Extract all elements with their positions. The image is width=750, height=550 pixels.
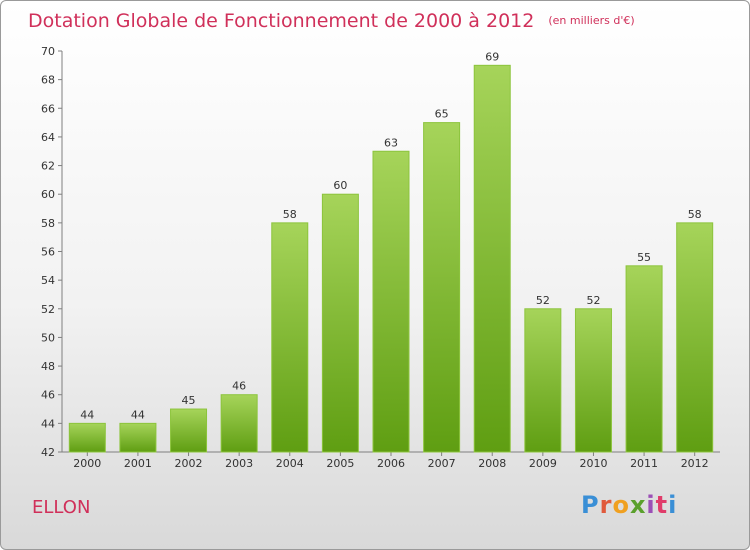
x-tick-label: 2007 [428,457,456,470]
y-tick-label: 62 [41,160,55,173]
bar [676,222,714,453]
bar [524,308,562,453]
x-tick-label: 2008 [478,457,506,470]
bar [119,422,157,453]
y-tick-label: 46 [41,389,55,402]
data-label: 44 [131,408,145,421]
x-tick-label: 2011 [630,457,658,470]
logo-letter: t [655,491,669,519]
bar [574,308,612,453]
x-tick-label: 2010 [579,457,607,470]
data-label: 63 [384,136,398,149]
data-label: 52 [586,294,600,307]
x-tick-label: 2006 [377,457,405,470]
x-tick-label: 2001 [124,457,152,470]
bar [321,193,359,453]
y-tick-label: 52 [41,303,55,316]
data-label: 44 [80,408,94,421]
data-label: 46 [232,380,246,393]
y-tick-label: 66 [41,102,55,115]
logo-letter: P [581,491,600,519]
y-tick-label: 60 [41,188,55,201]
bar [372,150,410,453]
data-label: 65 [435,108,449,121]
logo-letter: r [599,491,613,519]
x-tick-label: 2009 [529,457,557,470]
x-tick-label: 2000 [73,457,101,470]
y-tick-label: 64 [41,131,55,144]
title-text: Dotation Globale de Fonctionnement de 20… [28,10,535,32]
y-tick-label: 68 [41,74,55,87]
data-label: 45 [182,394,196,407]
bar [473,64,511,453]
y-tick-label: 48 [41,360,55,373]
logo-letter: o [612,491,630,519]
logo-letter: x [629,491,647,519]
data-label: 60 [333,179,347,192]
logo-letter: i [646,491,656,519]
data-label: 69 [485,50,499,63]
x-tick-label: 2003 [225,457,253,470]
x-tick-label: 2002 [175,457,203,470]
data-label: 55 [637,251,651,264]
x-tick-label: 2005 [326,457,354,470]
data-label: 58 [283,208,297,221]
bar [68,422,106,453]
data-label: 52 [536,294,550,307]
bar [423,122,461,453]
y-tick-label: 56 [41,246,55,259]
bar [271,222,309,453]
x-tick-label: 2012 [681,457,709,470]
title-unit: (en milliers d'€) [548,14,635,27]
logo-letter: i [668,491,678,519]
y-tick-label: 42 [41,446,55,459]
chart-title: Dotation Globale de Fonctionnement de 20… [28,10,635,32]
y-tick-label: 58 [41,217,55,230]
y-tick-label: 70 [41,45,55,58]
commune-name: ELLON [32,497,91,518]
bar [170,408,208,453]
y-tick-label: 50 [41,331,55,344]
bar [625,265,663,453]
proxiti-logo: Proxiti [581,491,677,519]
data-label: 58 [688,208,702,221]
x-tick-label: 2004 [276,457,304,470]
bar [220,394,258,453]
y-tick-label: 44 [41,417,55,430]
y-tick-label: 54 [41,274,55,287]
